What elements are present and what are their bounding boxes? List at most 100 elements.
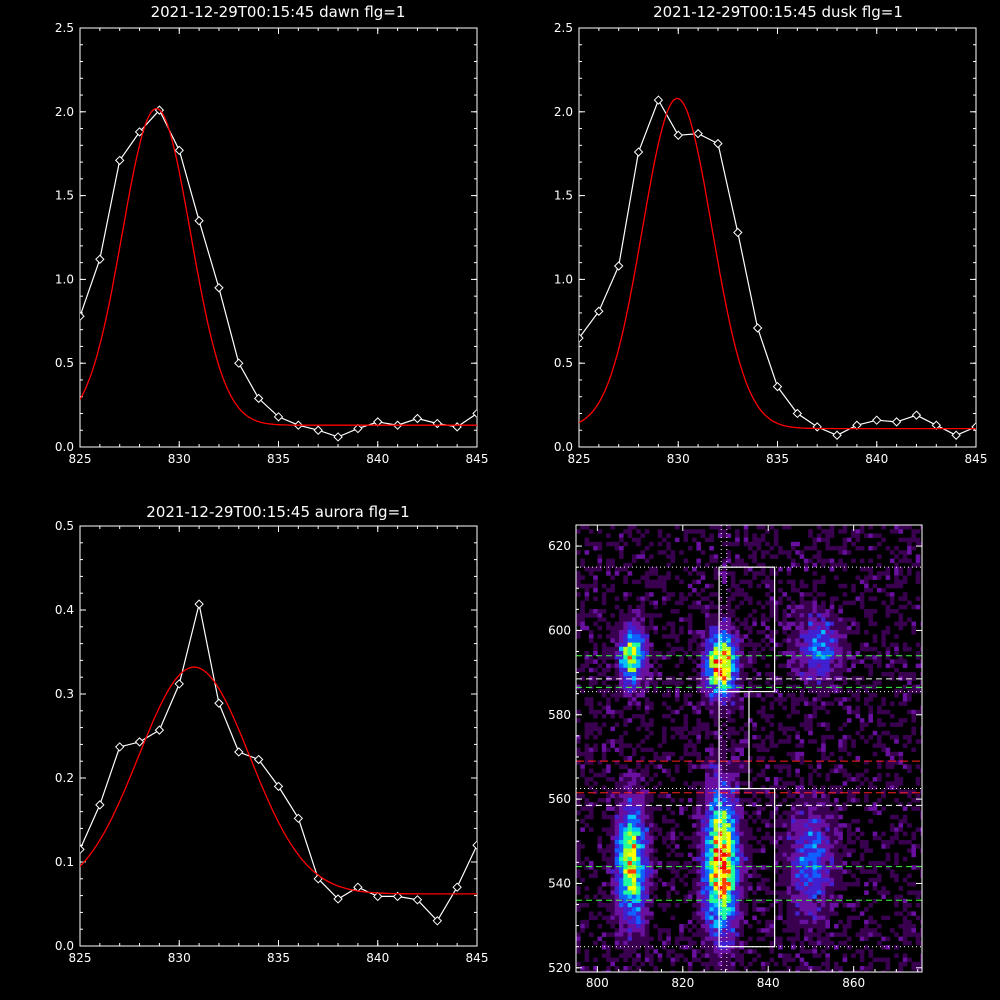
heatmap-cell <box>778 852 783 858</box>
heatmap-cell <box>705 907 710 912</box>
heatmap-cell <box>627 861 633 866</box>
heatmap-cell <box>584 777 590 782</box>
heatmap-cell <box>907 890 912 895</box>
heatmap-cell <box>855 714 861 719</box>
heatmap-cell <box>713 655 719 660</box>
heatmap-cell <box>614 966 620 971</box>
heatmap-cell <box>825 894 830 900</box>
heatmap-cell <box>920 726 922 732</box>
heatmap-cell <box>778 907 783 912</box>
heatmap-cell <box>627 911 633 916</box>
aurora-series-group <box>80 599 477 926</box>
heatmap-cell <box>773 936 779 942</box>
heatmap-cell <box>601 970 607 972</box>
heatmap-cell <box>838 856 843 862</box>
heatmap-cell <box>717 714 723 719</box>
heatmap-cell <box>782 953 787 958</box>
heatmap-cell <box>808 898 813 904</box>
heatmap-cell <box>726 844 732 849</box>
heatmap-cell <box>627 802 633 807</box>
heatmap-cell <box>859 600 865 606</box>
heatmap-cell <box>782 625 787 631</box>
heatmap-cell <box>803 609 809 614</box>
heatmap-cell <box>705 949 710 954</box>
heatmap-cell <box>748 684 753 690</box>
heatmap-cell <box>730 911 736 916</box>
heatmap-cell <box>894 877 899 883</box>
heatmap-cell <box>881 747 886 753</box>
heatmap-cell <box>920 848 922 853</box>
heatmap-cell <box>700 877 706 883</box>
heatmap-cell <box>829 609 835 614</box>
heatmap-cell <box>825 802 830 807</box>
aurora-data-point <box>373 891 383 902</box>
heatmap-cell <box>911 882 916 887</box>
heatmap-cell <box>842 642 848 648</box>
heatmap-cell <box>601 814 607 820</box>
heatmap-cell <box>614 928 620 933</box>
heatmap-cell <box>644 861 650 866</box>
heatmap-cell <box>799 625 805 631</box>
heatmap-cell <box>816 722 822 727</box>
heatmap-cell <box>748 554 753 559</box>
heatmap-cell <box>735 747 740 753</box>
heatmap-cell <box>834 911 839 916</box>
heatmap-cell <box>778 844 783 849</box>
heatmap-cell <box>915 663 921 669</box>
heatmap-cell <box>631 693 637 698</box>
heatmap-cell <box>687 919 693 925</box>
heatmap-cell <box>765 583 770 589</box>
heatmap-cell <box>722 705 727 711</box>
heatmap-cell <box>821 898 826 904</box>
heatmap-cell <box>610 793 615 799</box>
heatmap-cell <box>696 928 701 933</box>
heatmap-cell <box>821 840 826 845</box>
heatmap-cell <box>739 835 744 841</box>
heatmap-cell <box>778 873 783 879</box>
heatmap-cell <box>803 936 809 942</box>
heatmap-cell <box>816 667 822 673</box>
heatmap-cell <box>709 781 714 786</box>
heatmap-cell <box>786 856 792 862</box>
heatmap-cell <box>576 886 581 891</box>
heatmap-cell <box>803 684 809 690</box>
heatmap-cell <box>756 537 762 543</box>
heatmap-cell <box>597 840 603 845</box>
heatmap-cell <box>726 747 732 753</box>
heatmap-cell <box>799 831 805 837</box>
heatmap-cell <box>593 894 598 900</box>
heatmap-cell <box>872 932 878 937</box>
heatmap-cell <box>795 735 800 740</box>
heatmap-cell <box>713 861 719 866</box>
heatmap-cell <box>808 634 813 639</box>
heatmap-cell <box>756 798 762 803</box>
heatmap-cell <box>743 541 749 547</box>
heatmap-cell <box>644 928 650 933</box>
heatmap-cell <box>795 886 800 891</box>
dawn-ytick-label: 1.5 <box>55 189 74 203</box>
heatmap-cell <box>657 663 663 669</box>
heatmap-cell <box>889 735 895 740</box>
heatmap-cell <box>662 730 667 736</box>
heatmap-cell <box>576 844 581 849</box>
heatmap-cell <box>812 667 818 673</box>
heatmap-cell <box>593 588 598 593</box>
heatmap-cell <box>713 705 719 711</box>
heatmap-cell <box>868 705 873 711</box>
heatmap-cell <box>821 877 826 883</box>
heatmap-cell <box>803 642 809 648</box>
heatmap-cell <box>606 957 611 963</box>
heatmap-cell <box>889 663 895 669</box>
heatmap-cell <box>593 680 598 685</box>
heatmap-cell <box>722 924 727 929</box>
heatmap-cell <box>726 630 732 635</box>
heatmap-cell <box>713 894 719 900</box>
heatmap-cell <box>584 957 590 963</box>
heatmap-cell <box>717 663 723 669</box>
heatmap-cell <box>601 688 607 694</box>
heatmap-cell <box>683 945 689 950</box>
heatmap-cell <box>748 583 753 589</box>
heatmap-cell <box>773 861 779 866</box>
dawn-data-point <box>214 283 224 293</box>
heatmap-cell <box>739 760 744 765</box>
